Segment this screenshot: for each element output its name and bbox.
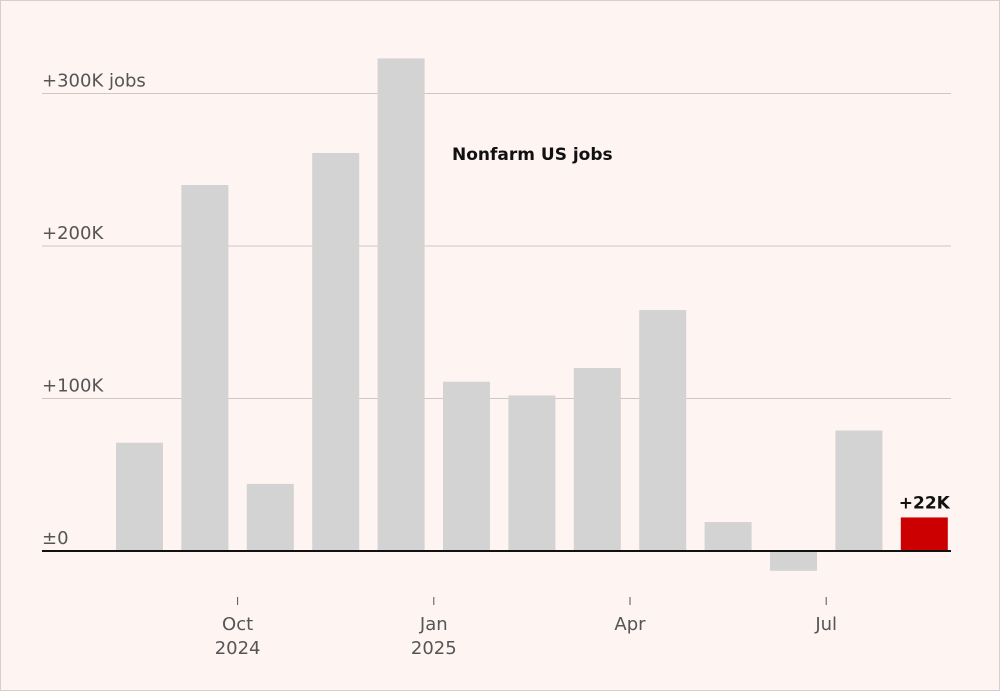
x-tick-label: Oct [222, 614, 253, 635]
bars [116, 58, 948, 571]
bar [573, 368, 621, 551]
x-tick-label: Jan [419, 614, 448, 635]
bar [835, 430, 883, 551]
y-tick-label: +300K jobs [42, 71, 146, 92]
x-axis-ticks: Oct 2024 Jan 2025 Apr Jul [215, 597, 837, 659]
x-tick-year: 2024 [215, 638, 261, 659]
bar [181, 185, 229, 551]
highlight-bar [900, 517, 948, 551]
bar [377, 58, 425, 552]
bar [704, 522, 752, 551]
gridlines [42, 93, 951, 399]
bar [312, 152, 360, 551]
y-axis-ticks: ±0 +100K +200K +300K jobs [42, 71, 146, 550]
bar [770, 551, 817, 571]
bar [639, 310, 687, 551]
bar [443, 381, 490, 551]
bar [116, 442, 163, 551]
x-tick-year: 2025 [411, 638, 457, 659]
chart-annotation: Nonfarm US jobs [452, 145, 613, 165]
y-tick-label: ±0 [42, 528, 69, 549]
y-tick-label: +100K [42, 376, 104, 397]
bar [508, 395, 556, 551]
x-tick-label: Apr [614, 614, 646, 635]
y-tick-label: +200K [42, 223, 104, 244]
x-tick-label: Jul [814, 614, 837, 635]
highlight-data-label: +22K [899, 493, 951, 513]
bar [246, 483, 294, 551]
